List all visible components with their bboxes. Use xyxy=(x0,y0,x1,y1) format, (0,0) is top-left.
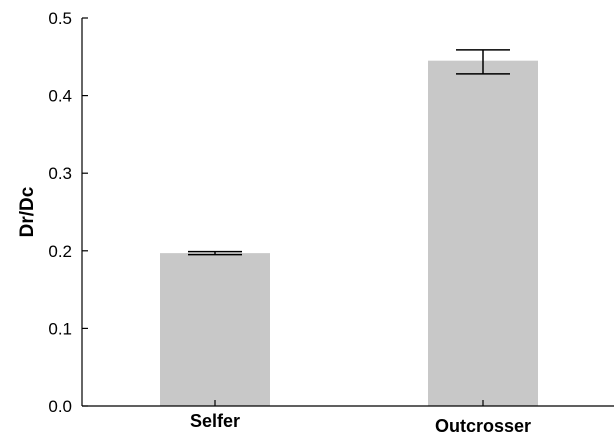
y-axis-ticks: 0.0 0.1 0.2 0.3 0.4 0.5 xyxy=(48,9,88,416)
error-bar-outcrosser xyxy=(456,49,510,75)
y-tick-label: 0.5 xyxy=(48,9,72,28)
y-tick-label: 0.2 xyxy=(48,242,72,261)
bar-outcrosser xyxy=(428,60,538,407)
bar-selfer xyxy=(160,253,270,406)
x-axis-categories: Selfer Outcrosser xyxy=(190,400,531,436)
y-tick-label: 0.3 xyxy=(48,164,72,183)
y-tick-label: 0.0 xyxy=(48,397,72,416)
y-tick-label: 0.1 xyxy=(48,319,72,338)
chart-marks xyxy=(160,49,538,407)
y-axis-title: Dr/Dc xyxy=(17,186,38,237)
x-category-label-selfer: Selfer xyxy=(190,411,240,431)
error-bar-selfer xyxy=(188,250,242,256)
y-tick-label: 0.4 xyxy=(48,87,72,106)
x-category-label-outcrosser: Outcrosser xyxy=(435,416,531,436)
